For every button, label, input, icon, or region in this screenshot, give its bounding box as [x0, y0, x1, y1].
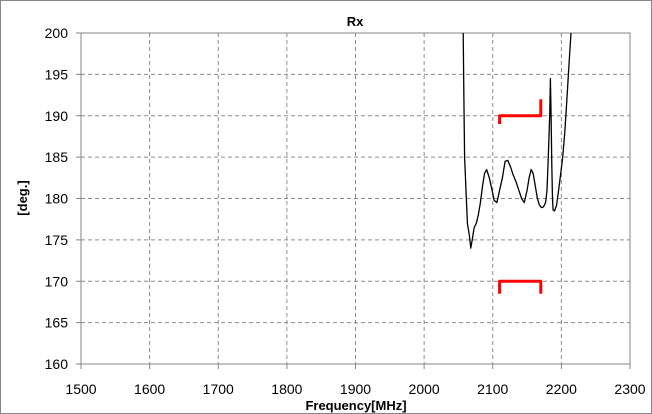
x-tick-label: 1500	[65, 381, 96, 397]
y-tick-label: 160	[45, 356, 69, 372]
y-axis-label: [deg.]	[15, 180, 30, 215]
x-tick-label: 2000	[409, 381, 440, 397]
chart-title: Rx	[347, 14, 364, 29]
y-tick-label: 170	[45, 273, 69, 289]
y-tick-label: 185	[45, 149, 69, 165]
x-tick-label: 1900	[340, 381, 371, 397]
x-axis-label: Frequency[MHz]	[305, 398, 406, 413]
x-tick-label: 2200	[546, 381, 577, 397]
gridlines	[81, 33, 630, 364]
x-tick-label: 1600	[134, 381, 165, 397]
x-axis-ticks: 1500 1600 1700 1800 1900 2000 2100 2200 2300	[65, 364, 646, 397]
series-line-1	[498, 99, 543, 124]
x-tick-label: 1800	[271, 381, 302, 397]
y-tick-label: 180	[45, 191, 69, 207]
x-tick-label: 2300	[614, 381, 645, 397]
y-tick-label: 195	[45, 66, 69, 82]
y-tick-label: 175	[45, 232, 69, 248]
y-tick-label: 165	[45, 315, 69, 331]
y-axis-ticks: 160 165 170 175 180 185 190 195 200	[45, 25, 81, 372]
y-tick-label: 200	[45, 25, 69, 41]
series-line-0	[462, 32, 572, 249]
series-line-1	[498, 279, 543, 294]
x-tick-label: 2100	[477, 381, 508, 397]
y-tick-label: 190	[45, 108, 69, 124]
x-tick-label: 1700	[203, 381, 234, 397]
series-lines	[462, 32, 572, 294]
